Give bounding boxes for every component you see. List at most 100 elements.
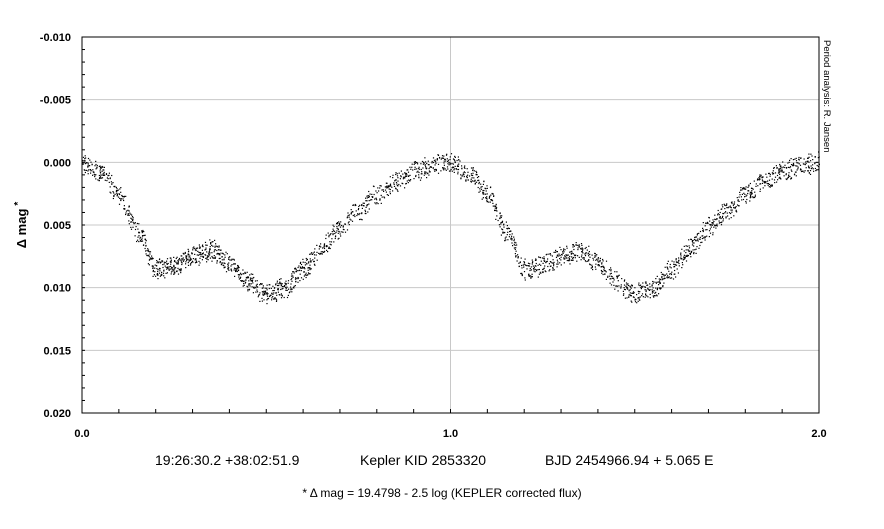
data-point (671, 260, 673, 262)
data-point (530, 275, 532, 277)
data-point (655, 291, 657, 293)
data-point (382, 189, 384, 191)
data-point (467, 171, 469, 173)
data-point (277, 288, 279, 290)
data-point (794, 158, 796, 160)
data-point (764, 182, 766, 184)
data-point (338, 221, 340, 223)
data-point (177, 262, 179, 264)
data-point (780, 169, 783, 171)
data-point (377, 203, 379, 205)
data-point (352, 211, 354, 213)
data-point (290, 283, 292, 285)
data-point (221, 262, 224, 264)
data-point (147, 250, 149, 252)
data-point (589, 263, 591, 265)
data-point (628, 296, 630, 298)
data-point (568, 259, 570, 261)
data-point (185, 255, 187, 257)
data-point (678, 265, 680, 267)
data-point (562, 252, 564, 254)
data-point (510, 238, 512, 240)
data-point (106, 177, 108, 179)
data-point (327, 251, 329, 253)
data-point (513, 238, 515, 240)
data-point (445, 154, 448, 156)
data-point (310, 252, 313, 254)
data-point (807, 170, 809, 172)
data-point (207, 252, 210, 254)
data-point (568, 258, 571, 260)
data-point (661, 273, 663, 276)
data-point (155, 275, 157, 277)
data-point (189, 257, 191, 259)
data-point (328, 246, 330, 248)
data-point (254, 280, 257, 282)
data-point (783, 175, 785, 177)
data-point (566, 259, 568, 262)
data-point (572, 246, 574, 248)
data-point (399, 178, 401, 180)
data-point (510, 237, 512, 239)
data-point (281, 285, 284, 288)
data-point (166, 272, 168, 274)
data-point (780, 166, 782, 168)
data-point (300, 261, 302, 263)
data-point (744, 187, 746, 189)
data-point (747, 190, 749, 192)
data-point (502, 232, 504, 234)
data-point (591, 254, 593, 256)
data-point (179, 259, 181, 261)
data-point (319, 252, 321, 255)
data-point (629, 292, 631, 294)
data-point (434, 164, 436, 166)
data-point (334, 236, 337, 238)
data-point (464, 172, 466, 174)
data-point (132, 220, 134, 222)
data-point (717, 209, 719, 212)
data-point (772, 170, 774, 172)
data-point (306, 263, 308, 265)
data-point (119, 188, 121, 190)
data-point (237, 267, 239, 269)
data-point (773, 167, 775, 169)
data-point (368, 208, 370, 210)
data-point (247, 290, 249, 292)
data-point (171, 267, 173, 269)
data-point (765, 181, 767, 183)
data-point (387, 185, 390, 187)
data-point (587, 253, 589, 255)
data-point (563, 248, 565, 250)
data-point (709, 232, 712, 234)
data-point (644, 289, 646, 291)
data-point (236, 270, 238, 273)
data-point (154, 271, 156, 273)
data-point (543, 258, 545, 260)
data-point (260, 283, 262, 285)
data-point (507, 227, 509, 229)
data-point (758, 178, 761, 180)
data-point (256, 280, 258, 282)
y-axis-label: Δ mag* (13, 202, 29, 249)
data-point (521, 274, 523, 277)
data-point (288, 288, 290, 290)
data-point (162, 272, 165, 274)
data-point (507, 231, 509, 233)
data-point (655, 287, 657, 289)
data-point (264, 287, 266, 289)
data-point (87, 173, 89, 175)
data-point (594, 252, 596, 254)
data-point (745, 186, 747, 188)
data-point (128, 223, 130, 225)
data-point (739, 191, 741, 193)
data-point (130, 217, 132, 219)
data-point (748, 185, 750, 187)
data-point (379, 198, 381, 200)
data-point (137, 228, 139, 230)
data-point (775, 165, 777, 167)
data-point (521, 272, 523, 274)
data-point (704, 236, 706, 238)
data-point (297, 266, 299, 269)
data-point (281, 288, 283, 290)
data-point (528, 275, 530, 277)
